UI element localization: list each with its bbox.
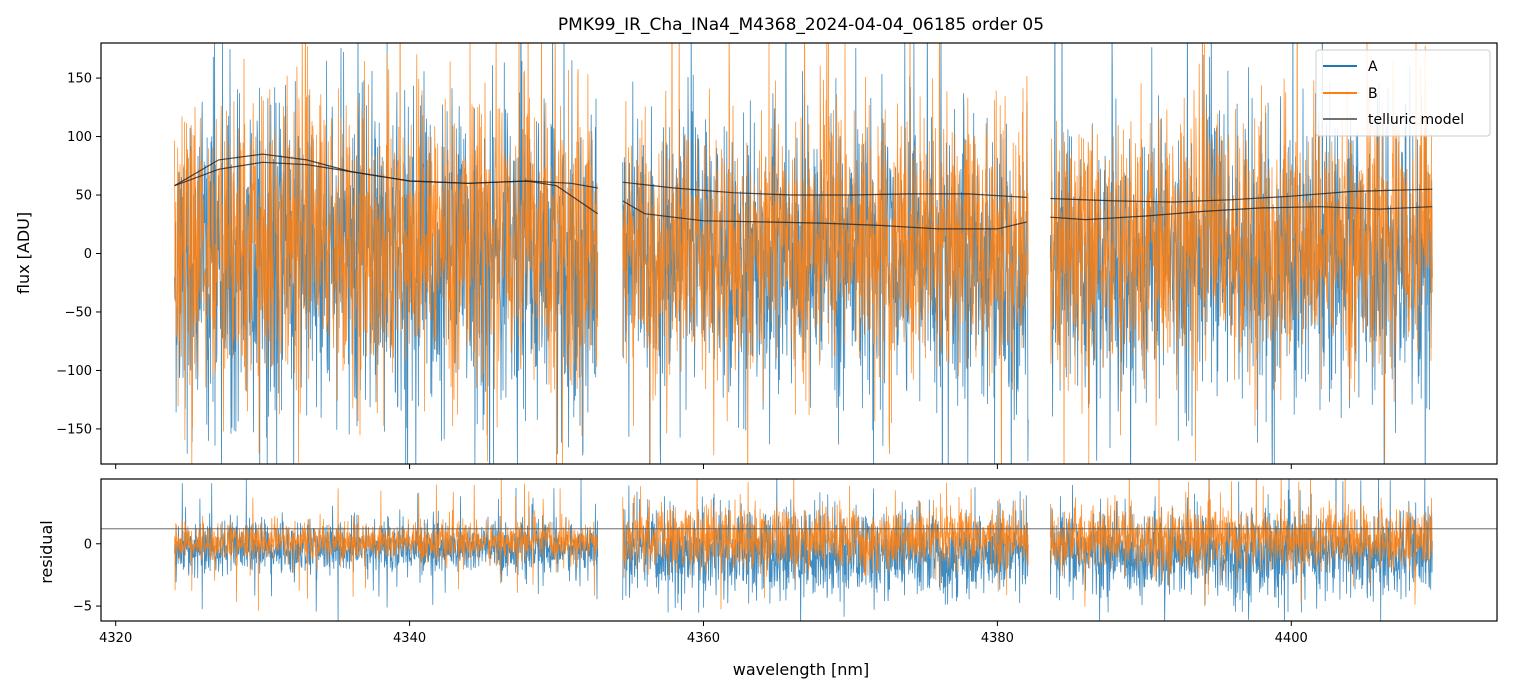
x-tick-label: 4340 <box>393 631 426 646</box>
x-tick-label: 4400 <box>1275 631 1308 646</box>
telluric-model-curve-2-part-2 <box>622 200 1027 230</box>
telluric-model-curve-2-part-1 <box>174 161 599 215</box>
x-tick-label: 4320 <box>99 631 132 646</box>
flux-y-tick-label: 50 <box>75 189 92 204</box>
flux-y-tick-label: −150 <box>56 422 92 437</box>
flux-series-b-segment-1 <box>174 43 599 464</box>
x-axis-label: wavelength [nm] <box>733 660 870 679</box>
residual-axis-label: residual <box>37 520 56 583</box>
flux-y-tick-label: −100 <box>56 364 92 379</box>
flux-series-b-segment-3 <box>1049 43 1433 464</box>
flux-panel-data <box>174 43 1433 464</box>
residual-y-tick-label: −5 <box>73 600 92 615</box>
residual-series-b-segment-1 <box>174 479 599 611</box>
telluric-model-curve-1-part-2 <box>622 181 1027 198</box>
residual-series-b-segment-2 <box>622 479 1029 610</box>
x-tick-label: 4380 <box>981 631 1014 646</box>
legend: A B telluric model <box>1315 49 1491 137</box>
residual-y-tick-label: 0 <box>84 537 92 552</box>
legend-box <box>1315 49 1491 137</box>
residual-panel-frame <box>100 478 1498 622</box>
legend-label-a: A <box>1368 59 1378 75</box>
x-tick-label: 4360 <box>687 631 720 646</box>
residual-panel-data <box>101 479 1497 621</box>
flux-y-tick-label: 0 <box>84 247 92 262</box>
telluric-model-curve-2-part-3 <box>1050 206 1433 221</box>
flux-y-tick-label: 150 <box>67 72 92 87</box>
flux-y-tick-label: −50 <box>65 305 92 320</box>
flux-y-tick-label: 100 <box>67 130 92 145</box>
chart-title: PMK99_IR_Cha_INa4_M4368_2024-04-04_06185… <box>558 15 1044 35</box>
legend-label-b: B <box>1368 86 1378 102</box>
legend-label-telluric: telluric model <box>1368 112 1464 128</box>
flux-axis-label: flux [ADU] <box>14 212 33 294</box>
residual-y-ticks: −5 0 <box>73 537 101 615</box>
residual-series-a-segment-1 <box>174 479 599 621</box>
telluric-model-curve-1-part-3 <box>1050 188 1433 203</box>
flux-y-ticks: −150 −100 −50 0 50 100 150 <box>56 72 101 437</box>
x-ticks: 4320 4340 4360 4380 4400 <box>99 464 1308 646</box>
residual-series-b-segment-3 <box>1049 479 1433 607</box>
flux-series-b-segment-2 <box>622 43 1029 464</box>
